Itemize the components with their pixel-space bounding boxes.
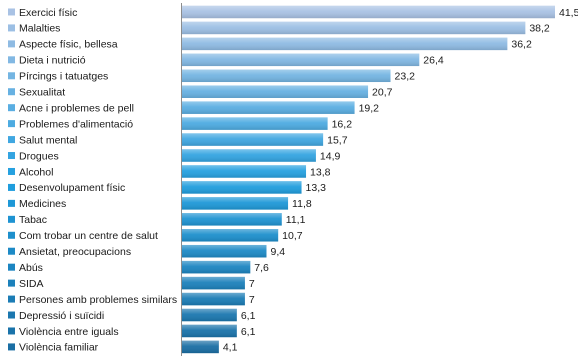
data-label: 10,7 [282,230,303,242]
category-label: Com trobar un centre de salut [19,230,158,242]
bars [182,5,555,354]
data-label: 23,2 [395,71,416,83]
category-marker [8,295,15,303]
bar-sheen [182,308,237,322]
value-labels: 41,5 38,2 36,2 26,4 23,220,7 19,2 16,2 15,7 14,9… [223,7,578,354]
data-label: 41,5 [559,7,578,19]
category-marker [8,279,15,287]
bar-sheen [182,85,369,98]
bar-sheen [182,181,302,194]
data-label: 6,1 [241,310,256,322]
category-marker [8,120,15,128]
bar-sheen [182,21,526,35]
bar-sheen [182,165,307,178]
bar-sheen [182,197,289,210]
category-labels: Exercici físic Malalties Aspecte físic, be… [8,7,177,354]
bar-sheen [182,260,251,274]
category-marker [8,152,15,160]
bar-sheen [182,5,555,19]
category-label: Dieta i nutrició [19,55,86,67]
category-label: Depressió i suïcidi [19,310,104,322]
bar-sheen [182,149,316,162]
bar-sheen [182,69,391,83]
data-label: 6,1 [241,326,256,338]
category-marker [8,104,15,112]
category-marker [8,343,15,351]
category-label: Aspecte físic, bellesa [19,39,118,51]
data-label: 13,8 [310,166,331,178]
category-marker [8,8,15,16]
data-label: 14,9 [320,150,341,162]
category-label: Alcohol [19,166,53,178]
bar-sheen [182,340,219,354]
category-marker [8,199,15,207]
data-label: 38,2 [529,23,550,35]
category-label: Ansietat, preocupacions [19,246,131,258]
data-label: 7,6 [254,262,269,274]
data-label: 13,3 [306,182,327,194]
bar-sheen [182,53,420,67]
data-label: 19,2 [359,102,380,114]
bar-sheen [182,213,282,226]
category-label: Abús [19,262,43,274]
data-label: 26,4 [423,55,444,67]
category-label: Exercici físic [19,7,77,19]
bar-sheen [182,101,355,114]
category-label: Tabac [19,214,47,226]
data-label: 20,7 [372,87,393,99]
category-label: SIDA [19,278,44,290]
category-marker [8,56,15,64]
category-marker [8,215,15,223]
category-marker [8,136,15,144]
bar-sheen [182,276,245,290]
category-label: Malalties [19,23,60,35]
category-label: Medicines [19,198,66,210]
category-label: Salut mental [19,134,77,146]
data-label: 11,1 [286,214,306,226]
category-marker [8,183,15,191]
data-label: 15,7 [327,134,348,146]
category-label: Acne i problemes de pell [19,102,134,114]
category-marker [8,263,15,271]
bar-sheen [182,244,267,258]
category-marker [8,327,15,335]
category-label: Violència entre iguals [19,326,119,338]
category-marker [8,311,15,319]
data-label: 7 [249,278,255,290]
category-marker [8,247,15,255]
category-marker [8,88,15,96]
category-label: Drogues [19,150,59,162]
data-label: 16,2 [332,118,353,130]
category-label: Problemes d'alimentació [19,118,133,130]
data-label: 11,8 [292,198,312,210]
category-label: Violència familiar [19,342,99,354]
category-label: Sexualitat [19,87,65,99]
category-marker [8,231,15,239]
data-label: 4,1 [223,342,238,354]
category-label: Desenvolupament físic [19,182,125,194]
bar-sheen [182,229,279,242]
bar-sheen [182,324,237,338]
category-marker [8,72,15,80]
bar-sheen [182,133,324,146]
category-marker [8,40,15,48]
category-label: Pírcings i tatuatges [19,71,108,83]
data-label: 9,4 [270,246,285,258]
category-label: Persones amb problemes similars [19,294,177,306]
category-marker [8,167,15,175]
category-marker [8,24,15,32]
bar-sheen [182,37,508,51]
data-label: 7 [249,294,255,306]
bar-sheen [182,117,328,130]
data-label: 36,2 [511,39,532,51]
bar-sheen [182,292,245,306]
